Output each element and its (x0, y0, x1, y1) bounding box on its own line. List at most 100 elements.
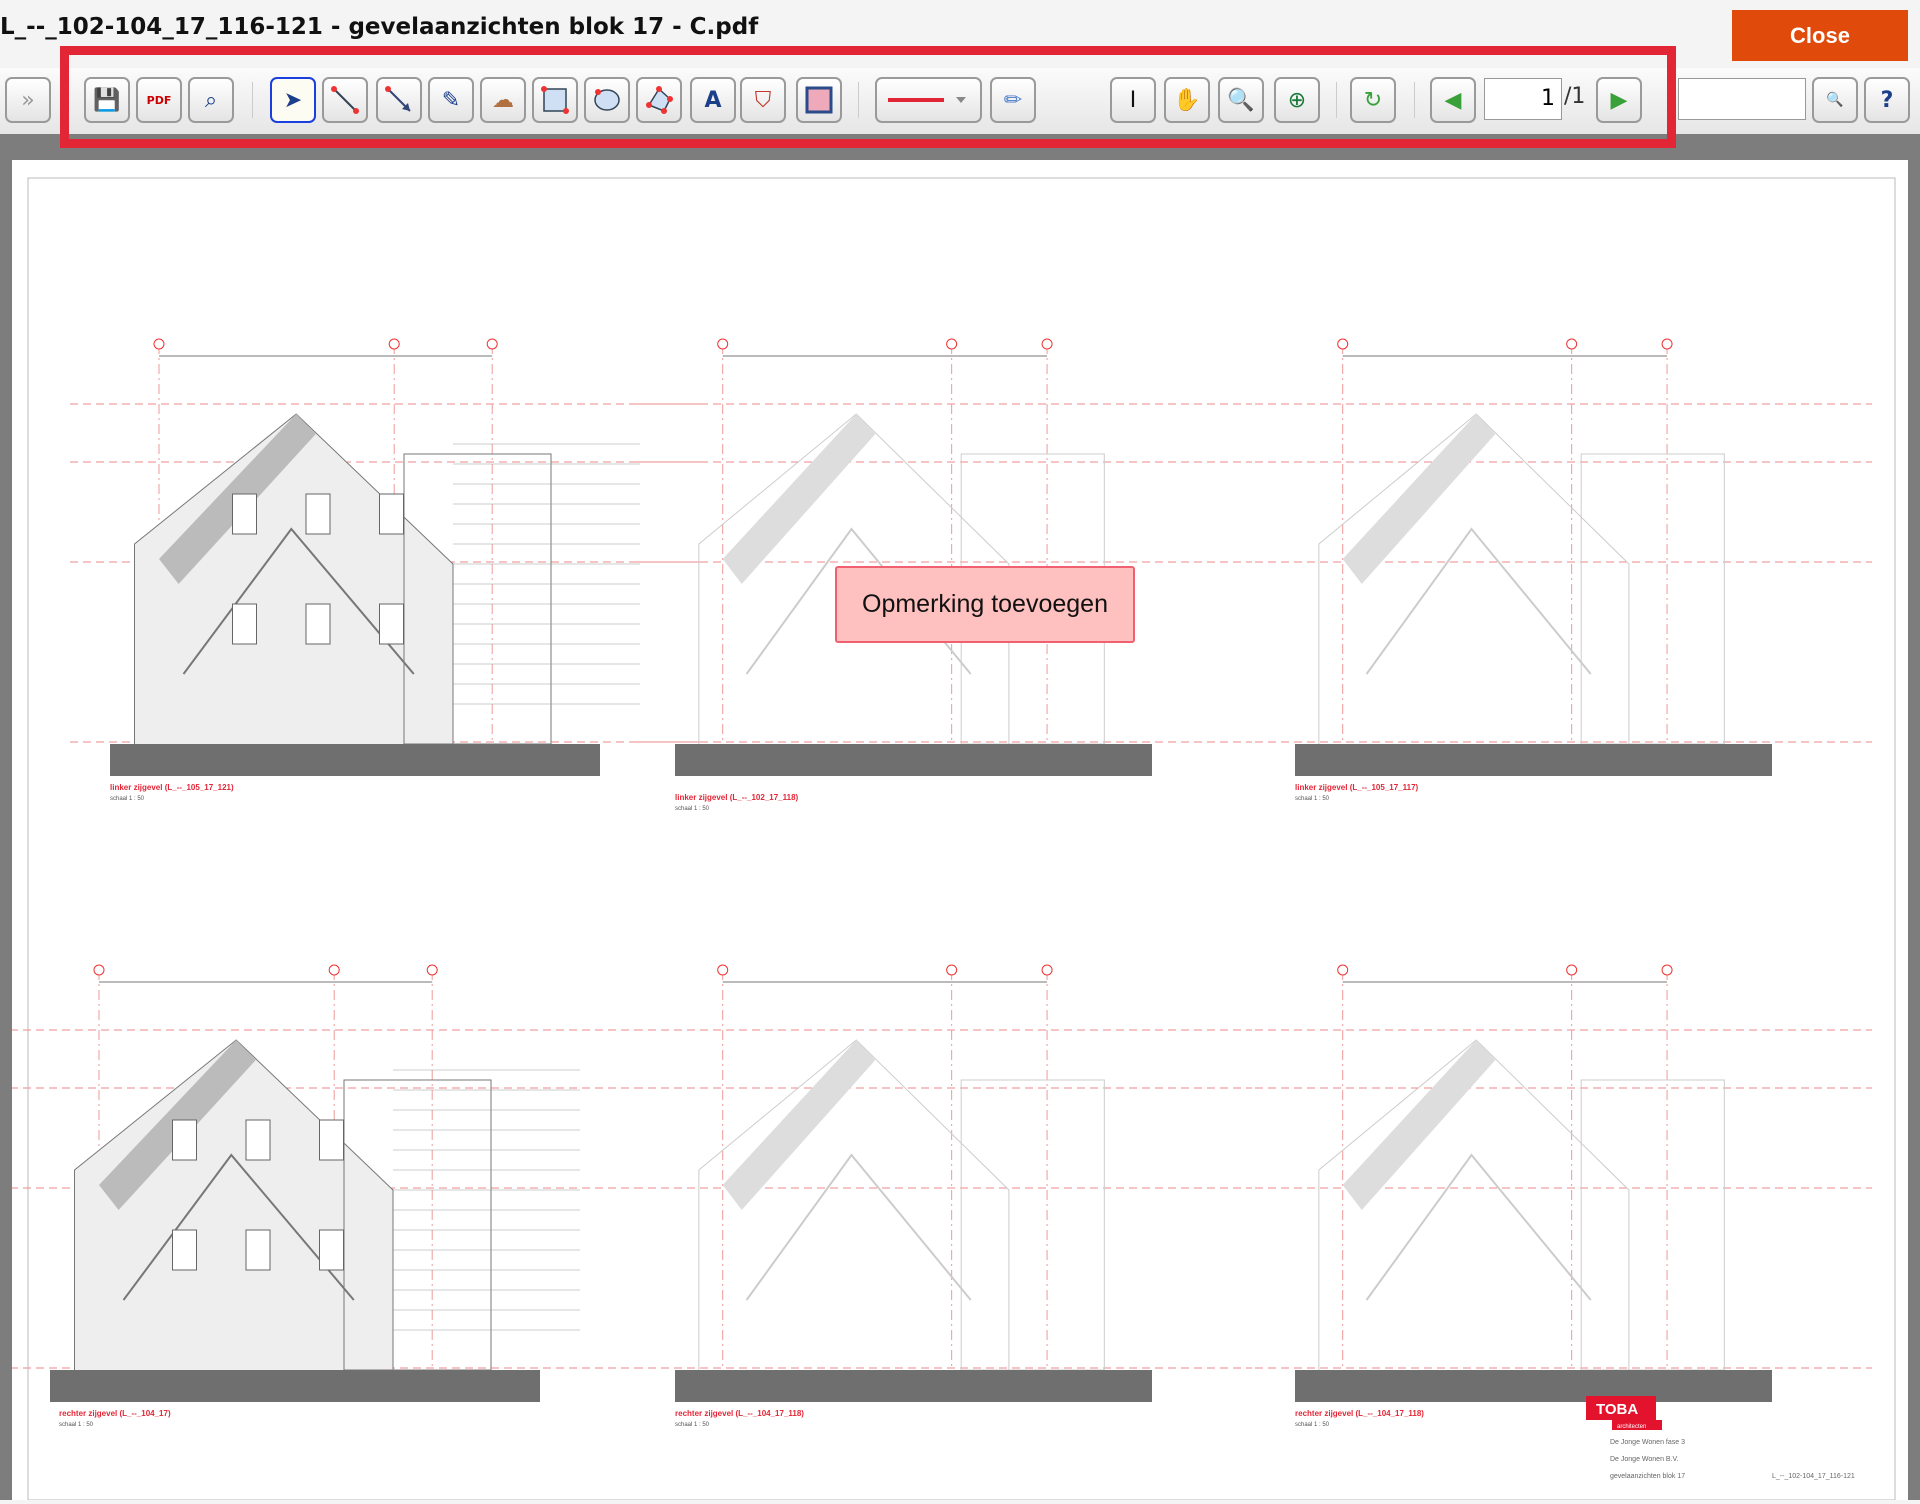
save-button[interactable]: 💾 (84, 77, 130, 123)
stamp-tool-button[interactable]: ⛉ (740, 77, 786, 123)
roof-edge (722, 414, 876, 584)
select-tool-button[interactable]: ➤ (270, 77, 316, 123)
polygon-tool-button[interactable] (636, 77, 682, 123)
grid-bubble (388, 338, 400, 350)
inner-gable (745, 1153, 972, 1301)
ground-bar (1295, 744, 1772, 776)
elevation-drawings: linker zijgevel (L_--_105_17_121) schaal… (10, 177, 1896, 1501)
help-icon: ? (1880, 87, 1894, 113)
inner-gable (1365, 527, 1592, 675)
title-block: TOBA architecten De Jonge Wonen fase 3 D… (1586, 1396, 1855, 1480)
rotate-icon: ↻ (1363, 87, 1383, 113)
ground-bar (1295, 1370, 1772, 1402)
side-volume (960, 1079, 1105, 1371)
client-name: De Jonge Wonen B.V. (1610, 1456, 1679, 1463)
highlighter-icon: ✏ (1003, 87, 1023, 113)
freehand-tool-button[interactable]: ✎ (428, 77, 474, 123)
search-input[interactable] (1678, 78, 1806, 120)
arrow-tool-button[interactable] (376, 77, 422, 123)
inner-gable (182, 527, 415, 675)
triangle-right-icon: ▶ (1610, 87, 1628, 113)
toolbar: » 💾 PDF ⌕ ➤ ✎ ☁ A ⛉ ✏ I ✋ 🔍 ⊕ ↻ ◀ 1 /1 ▶… (0, 68, 1920, 134)
polygon-icon (646, 86, 673, 114)
grid-bubble (328, 964, 340, 976)
text-box-icon: A (704, 87, 722, 113)
pointer-arrow-icon: ➤ (283, 87, 303, 113)
text-cursor-icon: I (1129, 87, 1137, 113)
grid-bubble (1661, 338, 1673, 350)
line-style-dropdown[interactable] (875, 77, 982, 123)
ground-bar (675, 1370, 1152, 1402)
image-tool-button[interactable] (796, 77, 842, 123)
window (319, 1229, 344, 1271)
ellipse-icon (594, 89, 620, 111)
caption-title: linker zijgevel (L_--_105_17_121) (110, 783, 234, 792)
inner-gable (122, 1153, 355, 1301)
window (172, 1119, 197, 1161)
caption-scale: schaal 1 : 50 (110, 796, 145, 802)
caption-scale: schaal 1 : 50 (675, 806, 710, 812)
caption-title: linker zijgevel (L_--_105_17_117) (1295, 783, 1419, 792)
close-button[interactable]: Close (1732, 10, 1908, 61)
ground-bar (50, 1370, 540, 1402)
window (245, 1119, 271, 1161)
pdf-page: linker zijgevel (L_--_105_17_121) schaal… (10, 160, 1908, 1501)
grid-bubble (1566, 964, 1578, 976)
grid-bubble (153, 338, 165, 350)
logo-sub: architecten (1617, 1424, 1646, 1430)
zoom-rect-icon: 🔍 (1227, 87, 1255, 113)
drawing-number: L_--_102-104_17_116-121 (1772, 1473, 1855, 1480)
double-chevron-icon: » (21, 87, 35, 113)
grid-bubble (946, 338, 958, 350)
document-viewer[interactable]: linker zijgevel (L_--_105_17_121) schaal… (0, 134, 1920, 1501)
zoom-area-button[interactable]: 🔍 (1218, 77, 1264, 123)
caption-title: rechter zijgevel (L_--_104_17_118) (675, 1409, 804, 1418)
caption-scale: schaal 1 : 50 (675, 1422, 710, 1428)
roof-edge (1342, 1040, 1496, 1210)
document-title: L_--_102-104_17_116-121 - gevelaanzichte… (0, 14, 759, 40)
zoom-fit-button[interactable]: ⊕ (1274, 77, 1320, 123)
text-select-button[interactable]: I (1110, 77, 1156, 123)
previous-page-button[interactable]: ◀ (1430, 77, 1476, 123)
caption-title: linker zijgevel (L_--_102_17_118) (675, 793, 799, 802)
roof-edge (1342, 414, 1496, 584)
pencil-icon: ✎ (441, 87, 461, 113)
hand-icon: ✋ (1173, 87, 1201, 113)
line-tool-button[interactable] (322, 77, 368, 123)
caption-scale: schaal 1 : 50 (59, 1422, 94, 1428)
next-page-button[interactable]: ▶ (1596, 77, 1642, 123)
cloud-hand-icon: ☁ (492, 87, 514, 113)
binoculars-icon: ⌕ (204, 87, 218, 113)
drawing-name: gevelaanzichten blok 17 (1610, 1473, 1685, 1480)
search-button[interactable]: 🔍 (1812, 77, 1858, 123)
grid-bubble (93, 964, 105, 976)
side-volume (1580, 1079, 1725, 1371)
cloud-tool-button[interactable]: ☁ (480, 77, 526, 123)
project-name: De Jonge Wonen fase 3 (1610, 1439, 1685, 1446)
caption-scale: schaal 1 : 50 (1295, 1422, 1330, 1428)
ground-bar (110, 744, 600, 776)
rotate-button[interactable]: ↻ (1350, 77, 1396, 123)
text-tool-button[interactable]: A (690, 77, 736, 123)
find-button[interactable]: ⌕ (188, 77, 234, 123)
roof-edge (722, 1040, 876, 1210)
expand-toolbar-button[interactable]: » (5, 77, 51, 123)
magnifier-icon: 🔍 (1826, 92, 1844, 108)
floppy-disk-icon: 💾 (93, 87, 121, 113)
page-total: /1 (1564, 84, 1586, 109)
window (305, 493, 331, 535)
window (379, 603, 404, 645)
inner-gable (1365, 1153, 1592, 1301)
window (232, 603, 257, 645)
pan-tool-button[interactable]: ✋ (1164, 77, 1210, 123)
export-pdf-button[interactable]: PDF (136, 77, 182, 123)
page-number-input[interactable]: 1 (1484, 78, 1562, 120)
ground-bar (675, 744, 1152, 776)
help-button[interactable]: ? (1864, 77, 1910, 123)
rectangle-tool-button[interactable] (532, 77, 578, 123)
grid-bubble (1041, 964, 1053, 976)
ellipse-tool-button[interactable] (584, 77, 630, 123)
add-comment-annotation[interactable]: Opmerking toevoegen (835, 566, 1135, 643)
grid-bubble (1661, 964, 1673, 976)
highlighter-button[interactable]: ✏ (990, 77, 1036, 123)
